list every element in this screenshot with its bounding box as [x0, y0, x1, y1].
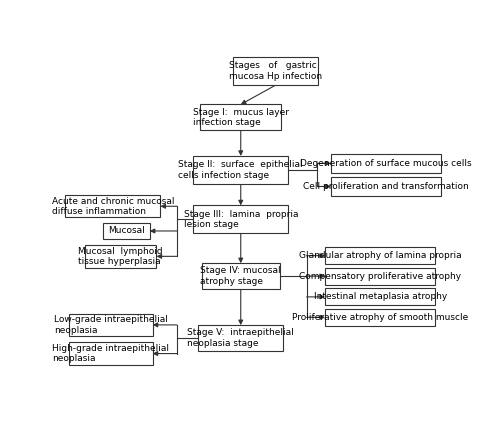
FancyBboxPatch shape [200, 104, 281, 130]
FancyBboxPatch shape [325, 268, 436, 285]
FancyBboxPatch shape [194, 205, 288, 233]
Text: Stage I:  mucus layer
infection stage: Stage I: mucus layer infection stage [193, 107, 289, 127]
Text: Low-grade intraepithelial
neoplasia: Low-grade intraepithelial neoplasia [54, 315, 168, 335]
FancyBboxPatch shape [66, 195, 160, 217]
Text: Stage V:  intraepithelial
neoplasia stage: Stage V: intraepithelial neoplasia stage [188, 328, 294, 348]
FancyBboxPatch shape [331, 177, 442, 196]
FancyBboxPatch shape [103, 223, 150, 239]
FancyBboxPatch shape [198, 325, 284, 351]
Text: Stage III:  lamina  propria
lesion stage: Stage III: lamina propria lesion stage [184, 210, 298, 229]
Text: High-grade intraepithelial
neoplasia: High-grade intraepithelial neoplasia [52, 344, 170, 363]
FancyBboxPatch shape [331, 154, 442, 172]
FancyBboxPatch shape [70, 314, 152, 336]
Text: Cell proliferation and transformation: Cell proliferation and transformation [303, 182, 469, 191]
FancyBboxPatch shape [325, 288, 436, 306]
Text: Mucosal  lymphoid
tissue hyperplasia: Mucosal lymphoid tissue hyperplasia [78, 247, 163, 266]
FancyBboxPatch shape [202, 263, 280, 289]
Text: Stage IV: mucosal
atrophy stage: Stage IV: mucosal atrophy stage [200, 266, 281, 286]
Text: Acute and chronic mucosal
diffuse inflammation: Acute and chronic mucosal diffuse inflam… [52, 196, 174, 216]
FancyBboxPatch shape [194, 156, 288, 184]
FancyBboxPatch shape [233, 57, 318, 85]
Text: Intestinal metaplasia atrophy: Intestinal metaplasia atrophy [314, 292, 447, 301]
FancyBboxPatch shape [70, 342, 152, 365]
Text: Degeneration of surface mucous cells: Degeneration of surface mucous cells [300, 159, 472, 168]
FancyBboxPatch shape [85, 245, 156, 268]
Text: Glandular atrophy of lamina propria: Glandular atrophy of lamina propria [299, 251, 462, 260]
FancyBboxPatch shape [325, 309, 436, 326]
Text: Compensatory proliferative atrophy: Compensatory proliferative atrophy [299, 272, 462, 281]
Text: Stage II:  surface  epithelial
cells infection stage: Stage II: surface epithelial cells infec… [178, 160, 303, 180]
Text: Mucosal: Mucosal [108, 226, 145, 235]
Text: Stages   of   gastric
mucosa Hp infection: Stages of gastric mucosa Hp infection [229, 62, 322, 81]
FancyBboxPatch shape [325, 247, 436, 264]
Text: Proliferative atrophy of smooth muscle: Proliferative atrophy of smooth muscle [292, 313, 469, 322]
